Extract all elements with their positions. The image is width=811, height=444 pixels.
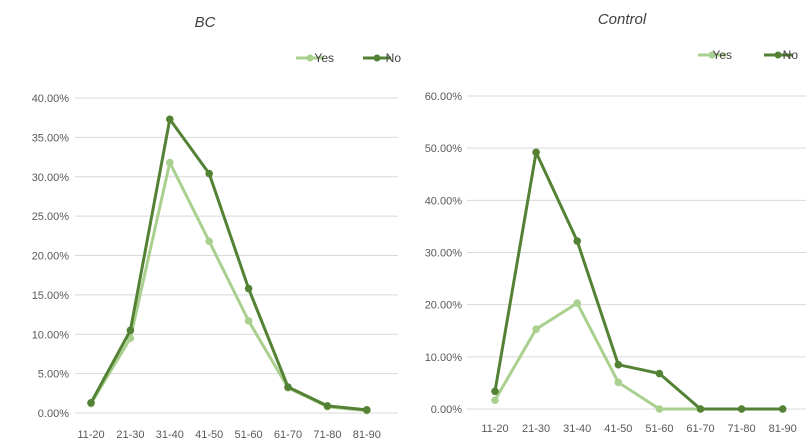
- y-tick-label: 30.00%: [425, 248, 463, 260]
- x-tick-label: 41-50: [604, 423, 632, 435]
- x-tick-label: 51-60: [645, 423, 673, 435]
- data-point-no: [614, 360, 623, 369]
- x-tick-label: 81-90: [769, 423, 797, 435]
- series-line-no: [89, 117, 367, 412]
- chart-bc: BC 0.00% 5.00% 10.00% 15.00% 20.00% 25.00% 30.…: [32, 14, 402, 441]
- x-tick-label: 51-60: [235, 429, 263, 441]
- y-tick-label: 30.00%: [32, 172, 70, 184]
- x-tick-label: 11-20: [481, 423, 508, 435]
- x-tick-label: 61-70: [274, 429, 302, 441]
- legend-label-no: No: [386, 51, 402, 65]
- data-point-no: [532, 148, 540, 157]
- y-tick-label: 0.00%: [38, 408, 69, 420]
- x-tick-label: 81-90: [353, 429, 381, 441]
- data-point-no: [284, 383, 292, 391]
- y-tick-label: 40.00%: [425, 195, 463, 207]
- y-tick-label: 40.00%: [32, 93, 70, 105]
- legend-marker-no: [373, 54, 381, 62]
- data-point-no: [323, 402, 332, 410]
- y-tick-label: 60.00%: [425, 91, 463, 103]
- x-tick-label: 71-80: [313, 429, 341, 441]
- x-tick-label: 21-30: [522, 423, 550, 435]
- data-point-no: [491, 387, 499, 396]
- data-point-yes: [244, 317, 253, 325]
- y-tick-label: 20.00%: [425, 300, 463, 312]
- chart-title-bc: BC: [195, 14, 216, 31]
- data-point-no: [205, 169, 213, 178]
- legend-marker-no: [774, 51, 782, 59]
- data-point-yes: [491, 396, 499, 404]
- data-point-no: [87, 398, 95, 407]
- x-tick-label: 61-70: [686, 423, 714, 435]
- legend-label-yes: Yes: [314, 51, 334, 65]
- data-point-no: [363, 406, 371, 414]
- legend-marker-yes: [708, 51, 716, 59]
- data-point-no: [778, 405, 787, 413]
- legend-marker-yes: [306, 54, 314, 62]
- data-point-no: [655, 369, 664, 378]
- y-tick-label: 35.00%: [32, 132, 70, 144]
- data-point-yes: [532, 325, 540, 333]
- data-point-no: [573, 237, 581, 245]
- data-point-yes: [205, 237, 213, 246]
- y-tick-label: 20.00%: [32, 251, 70, 263]
- data-point-yes: [573, 299, 581, 307]
- legend-label-no: No: [783, 48, 799, 62]
- x-tick-label: 41-50: [195, 429, 223, 441]
- series-line-yes: [493, 301, 783, 411]
- data-point-no: [737, 405, 746, 413]
- y-tick-label: 50.00%: [425, 143, 463, 155]
- data-point-yes: [166, 158, 174, 167]
- chart-control: Control 0.00% 10.00% 20.00% 30.00% 40.00% 50.…: [425, 11, 806, 435]
- x-tick-label: 21-30: [116, 429, 144, 441]
- x-tick-label: 11-20: [77, 429, 104, 441]
- y-tick-label: 5.00%: [38, 369, 69, 381]
- x-tick-label: 71-80: [728, 423, 756, 435]
- data-point-yes: [655, 405, 664, 413]
- data-point-no: [166, 115, 174, 124]
- y-tick-label: 0.00%: [431, 404, 462, 416]
- x-tick-label: 31-40: [563, 423, 591, 435]
- y-tick-label: 15.00%: [32, 290, 70, 302]
- series-line-no: [493, 150, 783, 411]
- legend-label-yes: Yes: [712, 48, 732, 62]
- y-tick-label: 25.00%: [32, 211, 70, 223]
- y-tick-label: 10.00%: [32, 329, 70, 341]
- data-point-yes: [614, 378, 623, 387]
- data-point-no: [696, 405, 705, 413]
- y-tick-label: 10.00%: [425, 352, 463, 364]
- data-point-no: [126, 326, 135, 335]
- data-point-no: [244, 284, 253, 293]
- chart-title-control: Control: [598, 11, 647, 28]
- x-tick-label: 31-40: [156, 429, 184, 441]
